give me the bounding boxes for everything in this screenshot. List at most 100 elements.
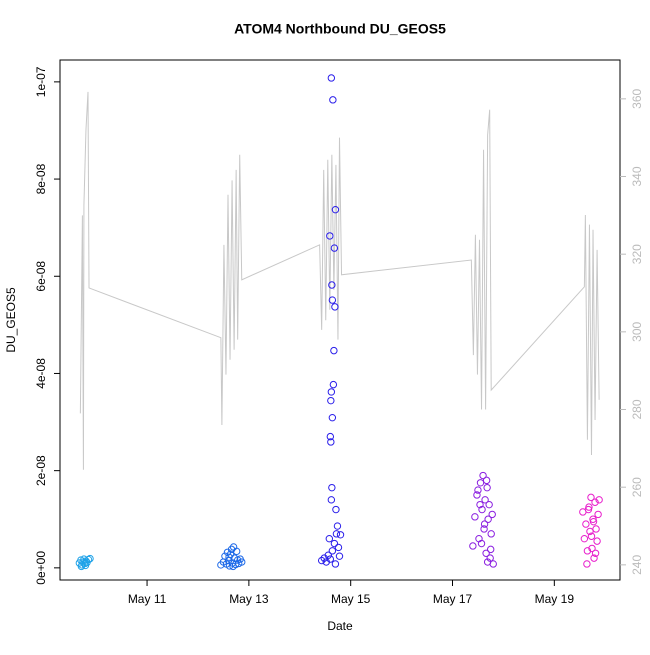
y2-tick-label: 340 xyxy=(630,166,644,186)
data-point xyxy=(229,562,237,571)
data-point xyxy=(334,543,343,552)
data-point xyxy=(326,555,335,563)
x-axis-label: Date xyxy=(327,619,353,633)
data-point xyxy=(331,303,339,311)
data-point xyxy=(331,205,340,214)
data-point xyxy=(487,530,495,538)
data-point xyxy=(227,545,236,554)
data-point xyxy=(327,388,336,396)
data-point xyxy=(479,471,487,480)
y-tick-label: 1e-07 xyxy=(34,66,48,97)
data-point xyxy=(327,496,336,504)
data-point xyxy=(480,520,489,528)
data-point xyxy=(329,96,337,104)
data-point xyxy=(588,544,596,553)
data-point xyxy=(224,556,233,565)
data-point xyxy=(328,483,336,492)
data-point xyxy=(589,517,598,526)
data-point xyxy=(336,531,345,539)
data-point xyxy=(580,534,589,543)
data-point xyxy=(326,432,335,441)
y2-tick-label: 300 xyxy=(630,322,644,342)
data-point xyxy=(329,380,338,389)
data-point xyxy=(317,556,326,565)
data-point xyxy=(225,553,233,561)
data-point xyxy=(330,346,338,355)
data-point xyxy=(477,539,486,548)
data-point xyxy=(583,560,591,568)
plot-frame xyxy=(59,59,621,581)
data-point xyxy=(488,510,496,519)
y2-tick-label: 320 xyxy=(630,244,644,264)
data-point xyxy=(591,498,599,506)
data-point xyxy=(328,281,336,289)
data-point xyxy=(592,525,600,533)
data-point xyxy=(331,560,340,568)
data-point xyxy=(332,530,341,538)
y2-tick-label: 260 xyxy=(630,477,644,497)
x-tick-label: May 15 xyxy=(331,592,371,606)
data-point xyxy=(325,534,334,543)
data-point xyxy=(232,547,241,556)
data-point xyxy=(483,483,491,492)
data-point xyxy=(591,549,600,557)
x-tick-label: May 17 xyxy=(433,592,473,606)
data-point xyxy=(482,476,491,485)
data-point xyxy=(328,296,337,304)
data-point xyxy=(328,547,337,555)
data-point xyxy=(594,510,602,519)
data-point xyxy=(326,232,334,240)
data-point xyxy=(476,479,485,487)
data-point xyxy=(81,561,90,570)
data-point xyxy=(335,552,344,560)
data-point xyxy=(324,551,332,559)
data-point xyxy=(590,554,598,562)
data-point xyxy=(330,244,339,252)
data-point xyxy=(327,438,335,446)
chart-title: ATOM4 Northbound DU_GEOS5 xyxy=(234,21,446,37)
altitude-line xyxy=(79,91,600,470)
y2-tick-label: 240 xyxy=(630,555,644,575)
data-point xyxy=(469,542,477,550)
data-point xyxy=(584,505,593,514)
y-tick-label: 0e+00 xyxy=(34,551,48,585)
data-point xyxy=(583,547,592,555)
data-point xyxy=(593,537,601,545)
data-point xyxy=(478,505,486,514)
data-point xyxy=(473,491,481,499)
x-tick-label: May 13 xyxy=(229,592,269,606)
data-point xyxy=(471,513,479,521)
data-point xyxy=(481,496,489,504)
data-point xyxy=(330,539,339,548)
y-tick-label: 6e-08 xyxy=(34,261,48,292)
data-point xyxy=(482,549,490,557)
data-point xyxy=(86,554,94,563)
data-point xyxy=(327,74,336,82)
data-point xyxy=(586,527,594,536)
data-point xyxy=(476,500,484,509)
x-tick-label: May 19 xyxy=(535,592,575,606)
data-point xyxy=(587,493,595,502)
data-point xyxy=(486,554,494,562)
data-point xyxy=(595,496,603,504)
data-point xyxy=(238,558,246,566)
data-point xyxy=(480,525,488,533)
data-point xyxy=(484,515,492,523)
y2-tick-label: 360 xyxy=(630,89,644,109)
data-point xyxy=(486,545,495,554)
data-point xyxy=(328,413,337,422)
y-axis-label: DU_GEOS5 xyxy=(4,287,18,353)
y-tick-label: 8e-08 xyxy=(34,163,48,194)
y-tick-label: 2e-08 xyxy=(34,455,48,486)
data-point xyxy=(485,500,493,509)
y-tick-label: 4e-08 xyxy=(34,358,48,389)
data-point xyxy=(77,562,86,571)
data-point xyxy=(84,555,93,564)
data-point xyxy=(474,486,482,494)
x-tick-label: May 11 xyxy=(128,592,167,606)
data-point xyxy=(327,396,335,405)
data-point xyxy=(333,522,342,530)
data-point xyxy=(582,520,590,528)
